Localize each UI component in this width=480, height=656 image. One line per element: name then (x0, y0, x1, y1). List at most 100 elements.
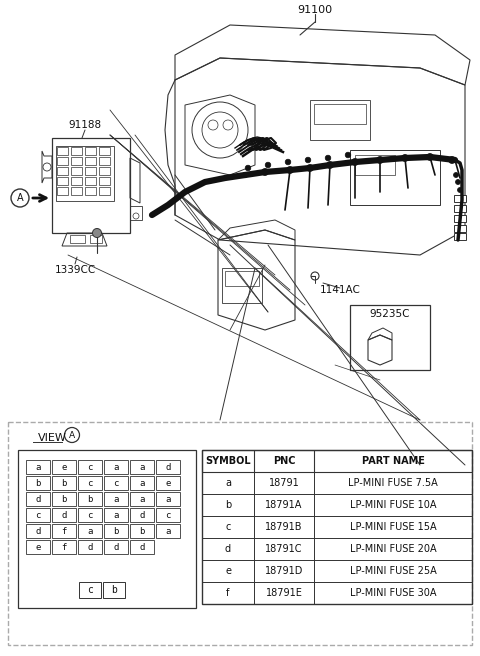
Text: c: c (87, 478, 93, 487)
Circle shape (351, 159, 359, 165)
Bar (454, 215, 466, 222)
Text: 91188: 91188 (69, 120, 102, 130)
Bar (104, 460, 128, 474)
Bar (254, 560, 314, 582)
Text: d: d (165, 462, 171, 472)
Bar (314, 560, 472, 582)
Text: d: d (36, 527, 41, 535)
Bar (103, 582, 125, 598)
Bar (71, 147, 82, 155)
Bar (454, 205, 466, 212)
Bar (156, 492, 180, 506)
Text: a: a (113, 462, 119, 472)
Text: a: a (139, 462, 144, 472)
Bar (78, 476, 102, 490)
Bar (222, 268, 262, 303)
Text: A: A (17, 193, 24, 203)
Bar (202, 472, 254, 494)
Bar (26, 508, 50, 522)
Text: e: e (225, 566, 231, 576)
Bar (78, 460, 102, 474)
Text: a: a (87, 527, 93, 535)
Text: c: c (113, 478, 119, 487)
Text: 18791B: 18791B (265, 522, 303, 532)
Bar (310, 100, 370, 140)
Bar (99, 187, 110, 195)
Bar (314, 104, 366, 124)
Bar (78, 492, 102, 506)
Bar (156, 476, 180, 490)
Text: d: d (139, 510, 144, 520)
Circle shape (287, 167, 293, 173)
Text: 18791C: 18791C (265, 544, 303, 554)
Text: A: A (69, 430, 75, 440)
Bar (130, 476, 154, 490)
Bar (350, 305, 430, 370)
Bar (78, 540, 102, 554)
Text: LP-MINI FUSE 10A: LP-MINI FUSE 10A (350, 500, 436, 510)
Text: a: a (113, 495, 119, 504)
Bar (202, 560, 254, 582)
Bar (52, 540, 76, 554)
Circle shape (454, 173, 458, 178)
Bar (130, 460, 154, 474)
Bar (254, 582, 314, 604)
Text: 1339CC: 1339CC (54, 265, 96, 275)
Text: b: b (139, 527, 144, 535)
Bar (56, 146, 114, 201)
Bar (8, 422, 472, 645)
Circle shape (326, 161, 334, 169)
Circle shape (376, 157, 384, 163)
Text: c: c (87, 585, 93, 595)
Text: 95235C: 95235C (370, 309, 410, 319)
Circle shape (427, 154, 433, 161)
Text: SYMBOL: SYMBOL (205, 456, 251, 466)
Bar (26, 540, 50, 554)
Text: 91100: 91100 (298, 5, 333, 15)
Circle shape (325, 155, 331, 161)
Text: d: d (113, 543, 119, 552)
Text: d: d (36, 495, 41, 504)
Bar (85, 177, 96, 185)
Bar (202, 494, 254, 516)
Bar (156, 508, 180, 522)
Bar (314, 472, 472, 494)
Bar (454, 233, 466, 240)
Text: LP-MINI FUSE 15A: LP-MINI FUSE 15A (350, 522, 436, 532)
Text: 1141AC: 1141AC (320, 285, 360, 295)
Bar (71, 157, 82, 165)
Bar (26, 476, 50, 490)
Bar (202, 582, 254, 604)
Bar (99, 157, 110, 165)
Text: b: b (36, 478, 41, 487)
Bar (52, 508, 76, 522)
Bar (254, 538, 314, 560)
Bar (26, 524, 50, 538)
Bar (104, 508, 128, 522)
Circle shape (448, 157, 456, 163)
Text: VIEW: VIEW (38, 433, 67, 443)
Bar (104, 492, 128, 506)
Text: e: e (36, 543, 41, 552)
Bar (71, 177, 82, 185)
Bar (85, 147, 96, 155)
Bar (104, 524, 128, 538)
Bar (52, 492, 76, 506)
Bar (85, 167, 96, 175)
Bar (350, 150, 440, 205)
Bar (52, 476, 76, 490)
Text: c: c (87, 510, 93, 520)
Bar (26, 460, 50, 474)
Text: b: b (87, 495, 93, 504)
Bar (454, 195, 466, 202)
Circle shape (401, 155, 408, 161)
Bar (71, 167, 82, 175)
Text: d: d (61, 510, 67, 520)
Text: LP-MINI FUSE 25A: LP-MINI FUSE 25A (349, 566, 436, 576)
Text: a: a (165, 527, 171, 535)
Bar (71, 187, 82, 195)
Text: LP-MINI FUSE 7.5A: LP-MINI FUSE 7.5A (348, 478, 438, 488)
Bar (104, 540, 128, 554)
Bar (314, 582, 472, 604)
Text: PART NAME: PART NAME (361, 456, 424, 466)
